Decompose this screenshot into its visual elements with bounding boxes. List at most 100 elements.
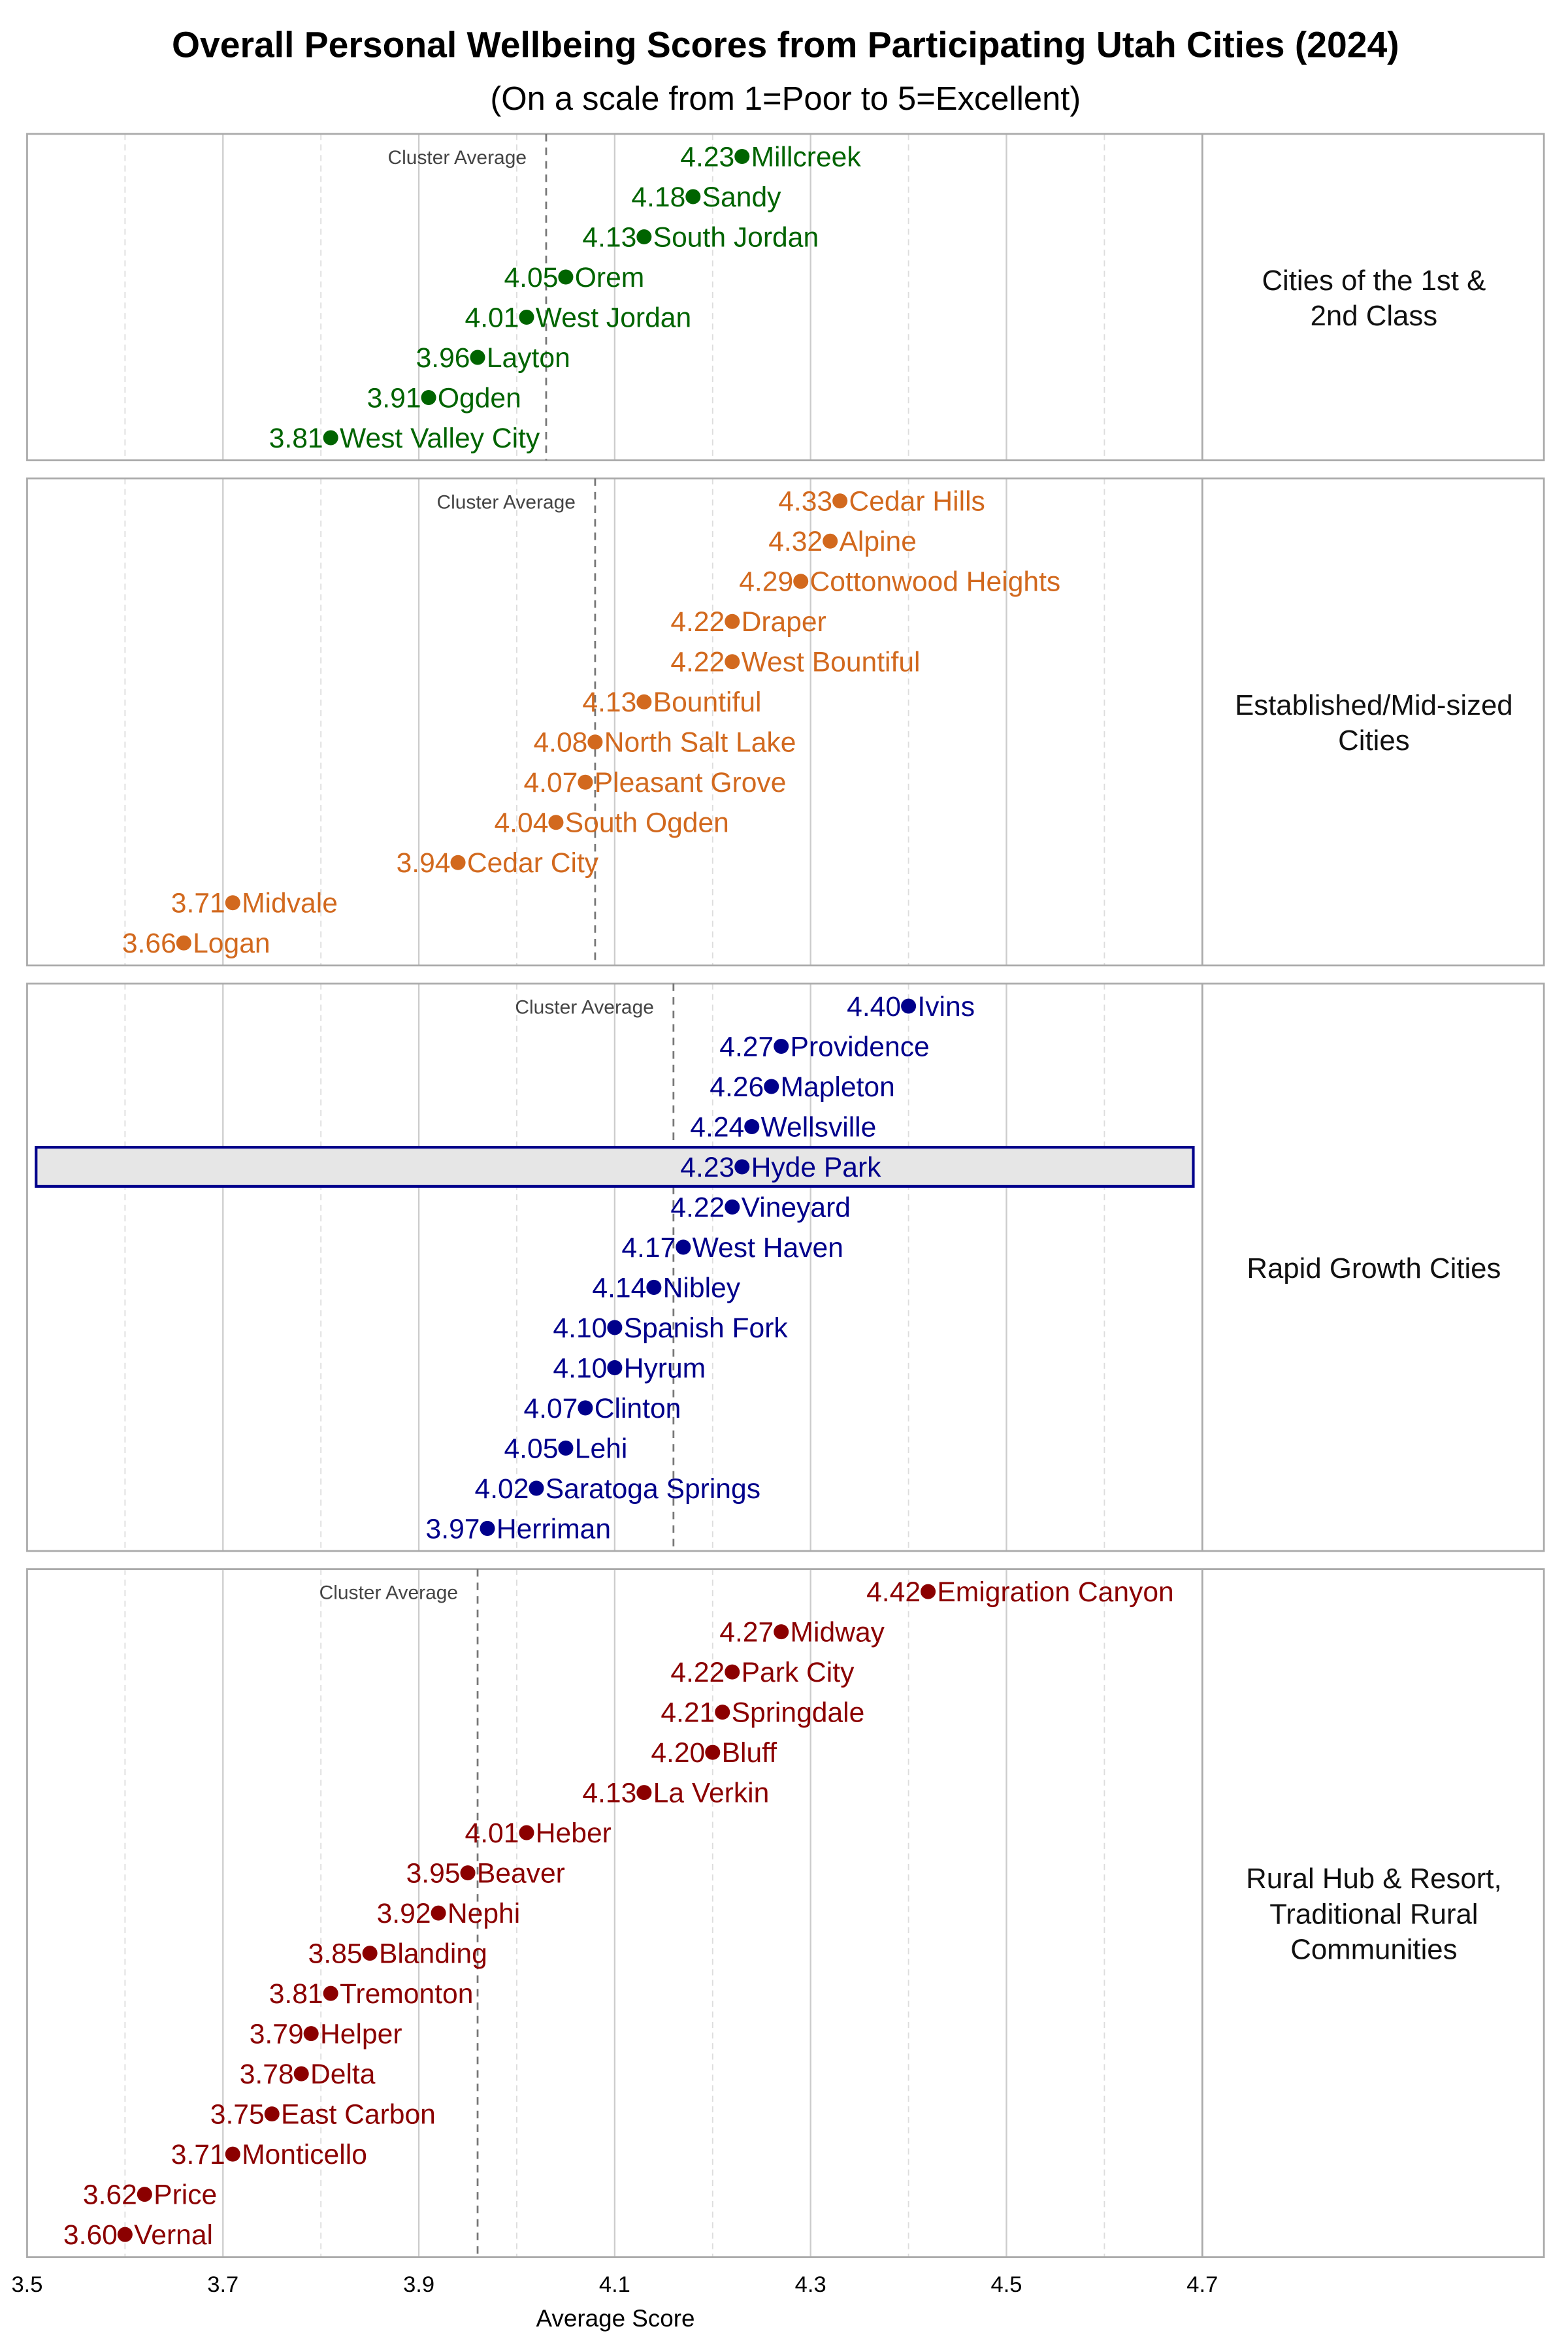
value-label: 4.05: [504, 262, 558, 293]
panel-frame: [26, 477, 1545, 967]
city-label: Helper: [320, 2019, 402, 2050]
city-label: Nephi: [448, 1898, 520, 1929]
data-point: [636, 229, 652, 245]
city-label: South Ogden: [565, 808, 729, 839]
data-point: [578, 1400, 593, 1416]
panel-label: Established/Mid-sized: [1235, 689, 1513, 721]
value-label: 4.22: [670, 606, 725, 638]
data-point: [734, 149, 750, 165]
panel: Cluster Average Rural Hub & Resort,Tradit…: [26, 1568, 1545, 2259]
data-point: [519, 310, 534, 325]
panel-label: Rural Hub & Resort,: [1246, 1863, 1501, 1895]
value-label: 4.01: [465, 1818, 519, 1849]
x-axis: 3.5 3.7 3.9 4.1 4.3 4.5 4.7: [11, 2272, 1218, 2297]
panel-label: 2nd Class: [1311, 300, 1438, 332]
data-point: [460, 1865, 476, 1881]
value-label: 4.26: [710, 1071, 764, 1103]
panel: Cluster Average Rapid Growth Cities 4.40 Iv…: [26, 983, 1545, 1552]
data-point: [519, 1825, 534, 1840]
city-label: Monticello: [242, 2139, 367, 2170]
city-label: Providence: [791, 1031, 930, 1062]
value-label: 4.17: [621, 1232, 676, 1264]
city-label: Beaver: [477, 1858, 565, 1889]
city-label: Hyde Park: [751, 1152, 882, 1183]
value-label: 4.13: [582, 687, 636, 718]
value-label: 4.32: [768, 526, 823, 557]
data-point: [293, 2066, 309, 2082]
value-label: 4.07: [523, 767, 578, 798]
value-label: 3.78: [240, 2059, 294, 2090]
cluster-average-label: Cluster Average: [319, 1582, 458, 1604]
value-label: 4.20: [651, 1737, 705, 1769]
city-label: Nibley: [663, 1272, 741, 1303]
data-point: [725, 654, 740, 670]
data-point: [734, 1159, 750, 1175]
data-point: [636, 1785, 652, 1801]
city-label: Lehi: [575, 1433, 628, 1464]
data-point: [685, 189, 701, 204]
city-label: Logan: [193, 928, 270, 959]
value-label: 4.22: [670, 647, 725, 678]
city-label: East Carbon: [281, 2099, 436, 2131]
city-label: Emigration Canyon: [937, 1576, 1173, 1608]
value-label: 3.81: [269, 423, 323, 454]
city-label: Cedar City: [467, 847, 599, 879]
panel-frame: [26, 133, 1545, 461]
value-label: 4.08: [533, 727, 587, 759]
data-point: [558, 1440, 574, 1456]
chart-title: Overall Personal Wellbeing Scores from P…: [172, 25, 1399, 65]
data-point: [117, 2227, 133, 2242]
value-label: 3.85: [308, 1938, 363, 1970]
panel-label: Traditional Rural: [1269, 1898, 1478, 1930]
value-label: 3.95: [406, 1858, 461, 1889]
data-point: [823, 533, 838, 549]
value-label: 4.22: [670, 1657, 725, 1688]
data-point: [323, 430, 338, 446]
data-point: [587, 734, 603, 750]
city-label: Bountiful: [653, 687, 762, 718]
city-label: Heber: [536, 1818, 612, 1849]
panel: Cluster Average Cities of the 1st &2nd Cl…: [26, 133, 1545, 461]
value-label: 4.01: [465, 302, 519, 333]
value-label: 4.29: [739, 566, 793, 598]
city-label: West Haven: [693, 1232, 843, 1264]
data-point: [725, 1199, 740, 1215]
value-label: 3.71: [171, 888, 225, 919]
city-label: Ogden: [438, 382, 521, 414]
panel-frame: [26, 1568, 1545, 2259]
data-point: [636, 694, 652, 710]
city-label: Vineyard: [742, 1192, 851, 1223]
data-point: [646, 1279, 662, 1295]
data-point: [715, 1705, 730, 1720]
value-label: 3.97: [426, 1513, 480, 1544]
data-point: [480, 1520, 495, 1536]
value-label: 4.40: [847, 991, 901, 1022]
x-tick-label: 3.9: [403, 2272, 434, 2297]
data-point: [607, 1360, 623, 1375]
data-point: [832, 493, 848, 509]
data-point: [901, 998, 917, 1014]
city-label: Orem: [575, 262, 645, 293]
value-label: 4.14: [592, 1272, 646, 1303]
data-point: [529, 1480, 544, 1496]
x-tick-label: 3.7: [207, 2272, 238, 2297]
value-label: 4.13: [582, 222, 636, 253]
data-point: [793, 574, 809, 589]
city-label: Cottonwood Heights: [810, 566, 1061, 598]
data-point: [323, 1985, 338, 2001]
city-label: Park City: [742, 1657, 855, 1688]
data-point: [607, 1320, 623, 1335]
city-label: Alpine: [839, 526, 916, 557]
data-point: [578, 774, 593, 790]
data-point: [470, 350, 485, 365]
value-label: 4.10: [553, 1313, 607, 1344]
city-label: North Salt Lake: [604, 727, 796, 759]
city-label: Mapleton: [781, 1071, 895, 1103]
city-label: Springdale: [732, 1697, 865, 1729]
value-label: 4.23: [680, 1152, 734, 1183]
data-point: [558, 269, 574, 285]
value-label: 4.04: [494, 808, 548, 839]
city-label: Herriman: [497, 1513, 611, 1544]
city-label: Vernal: [134, 2219, 213, 2251]
